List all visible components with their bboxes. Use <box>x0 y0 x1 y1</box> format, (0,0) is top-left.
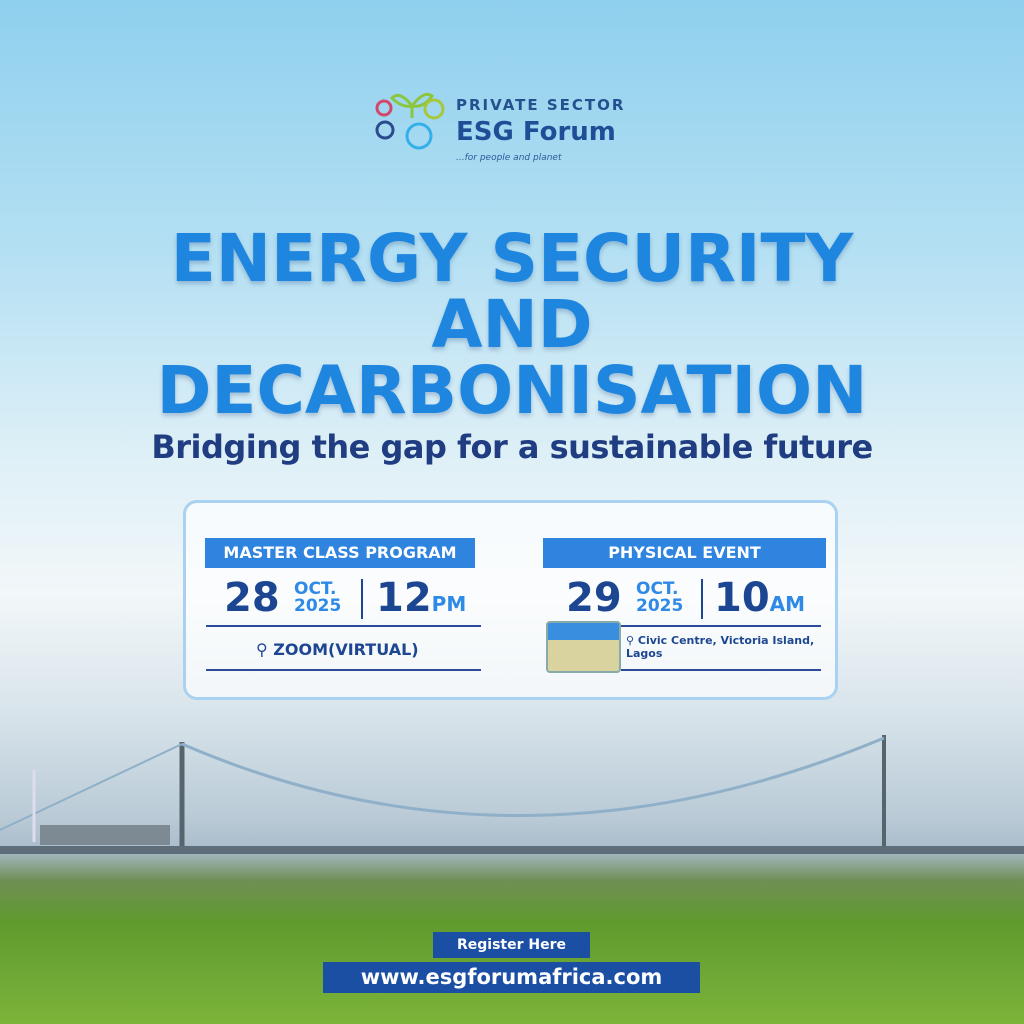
logo-line1: PRIVATE SECTOR <box>456 96 626 114</box>
subtitle: Bridging the gap for a sustainable futur… <box>151 428 873 466</box>
divider <box>206 669 481 671</box>
bridge-illustration <box>0 735 886 848</box>
month: OCT. <box>294 579 337 599</box>
physical-event-label: PHYSICAL EVENT <box>543 538 826 568</box>
masterclass-month-year: OCT. 2025 <box>294 581 341 615</box>
ampm: PM <box>431 592 467 616</box>
register-button[interactable]: Register Here <box>433 932 590 958</box>
logo-tagline: ...for people and planet <box>456 153 562 163</box>
title-line1: ENERGY SECURITY <box>170 220 854 297</box>
physical-location: ⚲ Civic Centre, Victoria Island, Lagos <box>626 634 826 660</box>
masterclass-time: 12PM <box>376 575 466 627</box>
physical-time: 10AM <box>714 575 805 627</box>
year: 2025 <box>636 596 684 616</box>
venue-building-image <box>546 621 621 673</box>
physical-day: 29 <box>566 575 622 621</box>
esg-forum-logo: PRIVATE SECTOR ESG Forum ...for people a… <box>372 84 662 168</box>
divider <box>621 669 821 671</box>
title-line2: AND <box>431 286 593 363</box>
time: 10 <box>714 575 770 621</box>
masterclass-day: 28 <box>224 575 280 621</box>
location-text: Civic Centre, Victoria Island, Lagos <box>626 634 815 660</box>
physical-month-year: OCT. 2025 <box>636 581 683 615</box>
divider <box>701 579 703 619</box>
year: 2025 <box>294 596 342 616</box>
divider <box>621 625 821 627</box>
divider <box>206 625 481 627</box>
title-line3: DECARBONISATION <box>156 352 868 429</box>
divider <box>361 579 363 619</box>
location-pin-icon: ⚲ <box>256 640 274 659</box>
bridge-deck <box>0 846 1024 854</box>
masterclass-location: ⚲ ZOOM(VIRTUAL) <box>256 640 419 660</box>
logo-circles-icon <box>375 92 445 150</box>
website-link[interactable]: www.esgforumafrica.com <box>323 962 700 993</box>
ampm: AM <box>769 592 806 616</box>
month: OCT. <box>636 579 679 599</box>
location-pin-icon: ⚲ <box>626 634 638 647</box>
location-text: ZOOM(VIRTUAL) <box>273 640 419 659</box>
event-card: MASTER CLASS PROGRAM 28 OCT. 2025 12PM ⚲ … <box>183 500 838 700</box>
logo-line2: ESG Forum <box>456 117 616 147</box>
time: 12 <box>376 575 432 621</box>
masterclass-label: MASTER CLASS PROGRAM <box>205 538 475 568</box>
title: ENERGY SECURITY AND DECARBONISATION <box>0 226 1024 424</box>
